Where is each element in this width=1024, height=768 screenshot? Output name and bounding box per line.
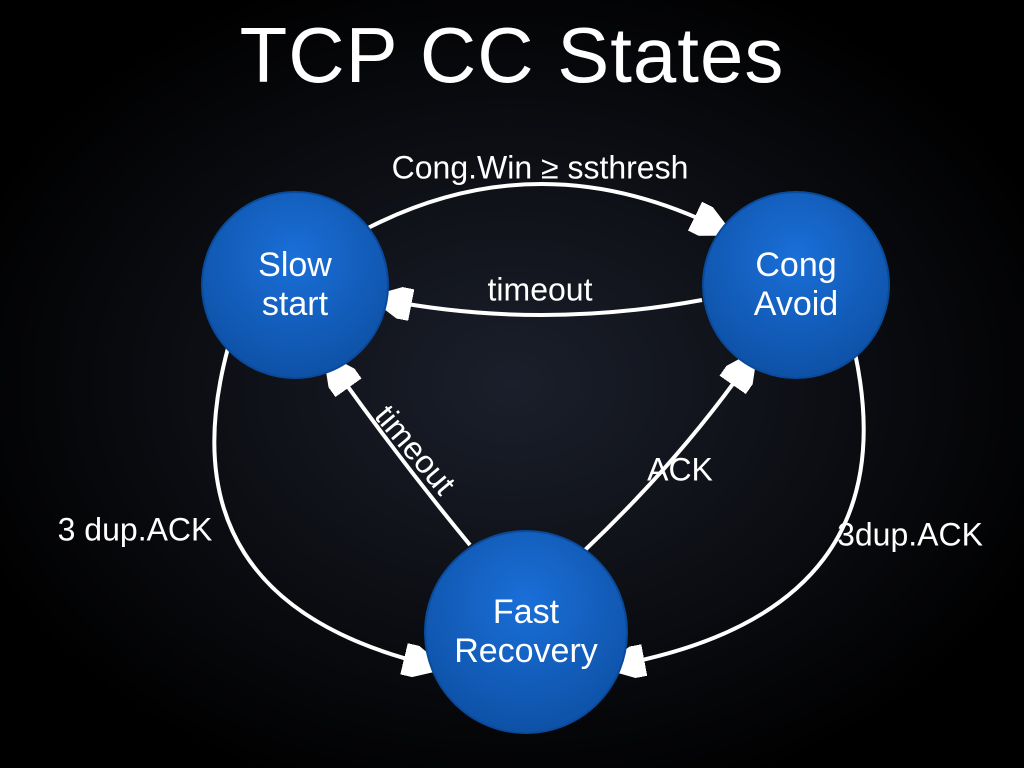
node-cong-avoid: CongAvoid — [702, 191, 890, 379]
edge-label-timeout-top: timeout — [488, 272, 593, 309]
edge-label-ack: ACK — [647, 452, 713, 489]
edge-slow-to-cong — [368, 184, 719, 228]
node-label: CongAvoid — [754, 246, 838, 324]
edge-label-3dupack-right: 3dup.ACK — [837, 517, 983, 554]
edge-cong-to-fast — [618, 353, 864, 665]
slide: TCP CC States Slowstart CongAvoid FastRe… — [0, 0, 1024, 768]
node-slow-start: Slowstart — [201, 191, 389, 379]
edge-label-3dupack-left: 3 dup.ACK — [58, 512, 213, 549]
node-label: FastRecovery — [454, 593, 598, 671]
edge-slow-to-fast — [214, 348, 430, 665]
slide-title: TCP CC States — [0, 10, 1024, 101]
node-fast-recovery: FastRecovery — [424, 530, 628, 734]
node-label: Slowstart — [258, 246, 332, 324]
edge-label-congwin-ssthresh: Cong.Win ≥ ssthresh — [392, 150, 689, 187]
edge-label-timeout-diag: timeout — [367, 398, 463, 502]
